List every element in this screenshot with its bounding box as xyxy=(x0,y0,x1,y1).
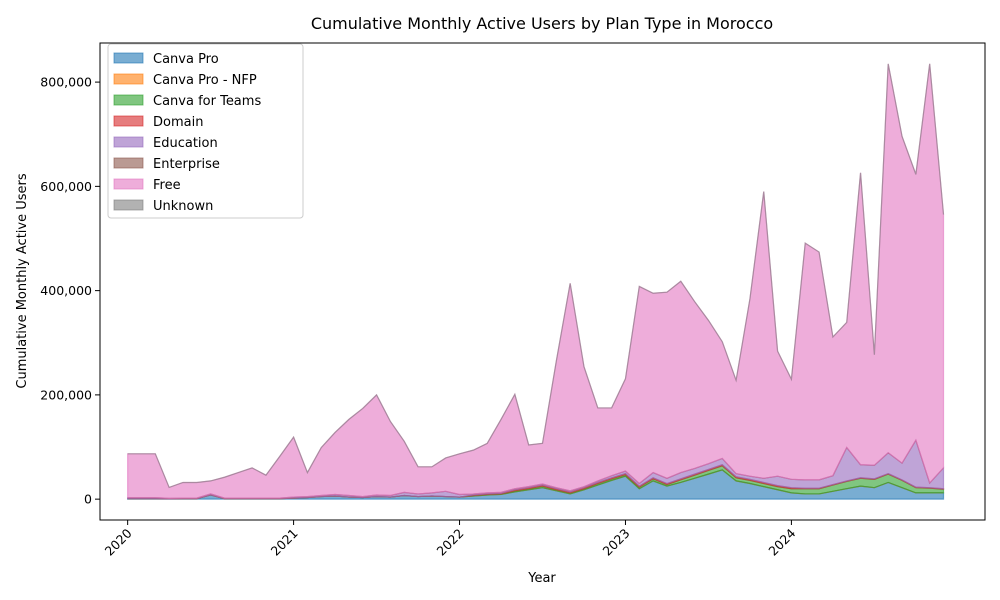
y-tick-label: 400,000 xyxy=(40,283,92,298)
x-tick-label: 2021 xyxy=(268,526,301,559)
y-axis-label: Cumulative Monthly Active Users xyxy=(15,173,30,388)
legend-swatch xyxy=(113,73,144,85)
y-tick-label: 0 xyxy=(84,492,92,507)
legend-swatch xyxy=(113,136,144,148)
legend-label: Canva Pro - NFP xyxy=(153,73,257,88)
legend-swatch xyxy=(113,199,144,211)
y-tick-label: 800,000 xyxy=(40,75,92,90)
legend: Canva Pro Canva Pro - NFP Canva for Teams D… xyxy=(107,43,304,219)
chart-title: Cumulative Monthly Active Users by Plan … xyxy=(311,14,773,33)
x-tick-label: 2020 xyxy=(102,525,135,558)
area-unknown xyxy=(127,63,945,489)
legend-label: Unknown xyxy=(153,199,213,214)
legend-label: Canva Pro xyxy=(153,52,219,67)
legend-label: Domain xyxy=(153,115,203,130)
legend-label: Education xyxy=(153,136,218,151)
series-areas xyxy=(127,63,945,500)
x-axis: 2020 2021 2022 2023 2024 xyxy=(102,520,799,559)
x-tick-label: 2023 xyxy=(599,526,632,559)
legend-box xyxy=(107,43,304,219)
legend-label: Canva for Teams xyxy=(153,94,261,109)
x-tick-label: 2022 xyxy=(434,526,467,559)
y-tick-label: 200,000 xyxy=(40,387,92,402)
legend-label: Free xyxy=(153,178,181,193)
x-axis-label: Year xyxy=(527,571,556,586)
legend-swatch xyxy=(113,52,144,64)
y-tick-label: 600,000 xyxy=(40,179,92,194)
legend-swatch xyxy=(113,178,144,190)
plot-frame xyxy=(99,42,986,521)
y-axis: 0 200,000 400,000 600,000 800,000 xyxy=(40,75,100,507)
legend-label: Enterprise xyxy=(153,157,220,172)
x-tick-label: 2024 xyxy=(765,525,798,558)
legend-swatch xyxy=(113,94,144,106)
legend-swatch xyxy=(113,157,144,169)
legend-swatch xyxy=(113,115,144,127)
